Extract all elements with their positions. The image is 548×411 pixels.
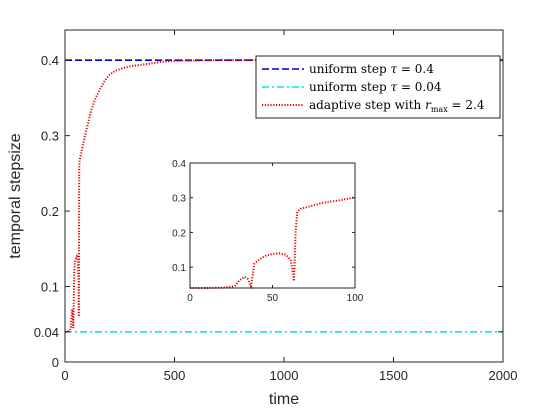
- x-axis-label: time: [269, 391, 299, 408]
- x-tick-label: 0: [61, 368, 68, 383]
- y-tick-label: 0.4: [41, 53, 59, 68]
- inset-y-tick-label: 0.4: [172, 159, 186, 170]
- inset-series-line: [190, 196, 356, 290]
- x-tick-label: 500: [164, 368, 186, 383]
- y-tick-label: 0.2: [41, 204, 59, 219]
- inset-x-tick-label: 0: [187, 293, 193, 304]
- inset-x-tick-label: 50: [267, 293, 279, 304]
- inset-y-tick-label: 0.3: [172, 194, 186, 205]
- y-axis-label: temporal stepsize: [7, 133, 24, 258]
- inset-plot: 0 50 100 0.1 0.2 0.3 0.4: [172, 159, 364, 304]
- inset-y-tick-label: 0.1: [172, 263, 186, 274]
- inset-x-tick-label: 100: [347, 293, 364, 304]
- x-tick-label: 1500: [379, 368, 408, 383]
- y-tick-label: 0.04: [34, 325, 59, 340]
- inset-area: [190, 163, 355, 288]
- y-tick-label: 0.3: [41, 129, 59, 144]
- legend: uniform step τ = 0.4 uniform step τ = 0.0…: [255, 55, 501, 119]
- inset-y-tick-label: 0.2: [172, 228, 186, 239]
- y-tick-label: 0: [52, 355, 59, 370]
- x-tick-label: 1000: [270, 368, 299, 383]
- x-tick-label: 2000: [489, 368, 518, 383]
- series-line-3: [65, 59, 503, 333]
- legend-entry-2: uniform step τ = 0.04: [309, 80, 442, 94]
- y-tick-label: 0.1: [41, 280, 59, 295]
- legend-entry-3: adaptive step with rmax = 2.4: [309, 98, 485, 114]
- legend-entry-1: uniform step τ = 0.4: [309, 62, 434, 76]
